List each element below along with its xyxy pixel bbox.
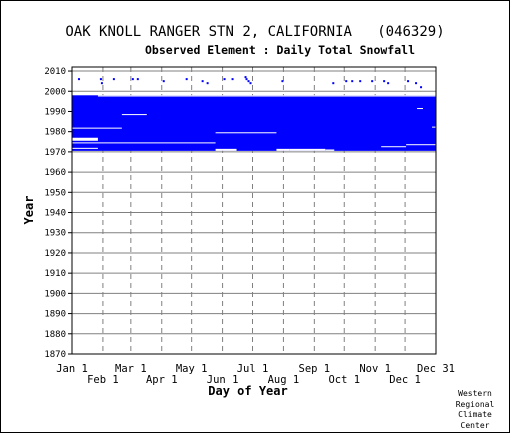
x-tick-label: Mar 1	[115, 363, 147, 375]
y-tick-label: 1920	[44, 249, 66, 259]
y-tick-label: 1890	[44, 310, 66, 320]
missing-data-gap	[417, 108, 424, 110]
missing-data-gap	[432, 126, 436, 128]
y-tick-label: 1970	[44, 148, 66, 158]
data-point	[407, 80, 410, 83]
credit-line: Climate	[458, 410, 492, 419]
missing-data-gap	[72, 127, 122, 129]
data-point	[345, 80, 348, 83]
x-tick-label: Dec 31	[417, 363, 455, 375]
plot-border	[71, 66, 437, 355]
chart-title: OAK KNOLL RANGER STN 2, CALIFORNIA (0463…	[65, 24, 445, 40]
data-point	[247, 80, 250, 83]
y-tick-label: 1870	[44, 350, 66, 360]
y-tick-label: 2010	[44, 67, 66, 77]
y-tick-label: 2000	[44, 87, 66, 97]
data-point	[359, 80, 362, 83]
missing-data-gap	[72, 137, 98, 141]
chart-subtitle: Observed Element : Daily Total Snowfall	[144, 43, 416, 57]
data-point	[244, 76, 247, 79]
x-tick-label: Jan 1	[56, 363, 88, 375]
x-tick-label: Sep 1	[299, 363, 331, 375]
x-tick-label: Apr 1	[146, 374, 178, 386]
y-tick-label: 1940	[44, 209, 66, 219]
missing-data-gap	[215, 148, 237, 151]
missing-data-gap	[97, 95, 436, 97]
data-point	[231, 78, 234, 81]
data-point	[281, 80, 284, 83]
y-tick-label: 1990	[44, 107, 66, 117]
missing-data-gap	[215, 132, 277, 134]
data-point	[77, 78, 80, 81]
x-tick-label: Aug 1	[268, 374, 300, 386]
data-point	[371, 80, 374, 83]
y-tick-label: 1950	[44, 188, 66, 198]
data-point	[100, 82, 103, 85]
credit-line: Center	[460, 420, 490, 430]
data-point	[201, 80, 204, 83]
x-tick-label: Nov 1	[359, 363, 391, 375]
x-tick-label: Jul 1	[237, 363, 269, 375]
data-point	[387, 82, 390, 85]
data-point	[415, 82, 418, 85]
missing-data-gap	[121, 114, 147, 116]
y-axis-label: Year	[22, 196, 36, 225]
y-tick-label: 1880	[44, 330, 66, 340]
missing-data-gap	[289, 148, 326, 151]
x-tick-label: Jun 1	[207, 374, 239, 386]
x-axis-label: Day of Year	[208, 384, 287, 398]
y-tick-label: 1900	[44, 289, 66, 299]
y-tick-label: 1930	[44, 229, 66, 239]
missing-data-gap	[381, 146, 407, 148]
data-point	[332, 82, 335, 85]
missing-data-gap	[325, 149, 335, 151]
y-tick-label: 1910	[44, 269, 66, 279]
missing-data-gap	[276, 148, 290, 151]
data-point	[223, 78, 226, 81]
data-point	[112, 78, 115, 81]
data-point	[99, 78, 102, 81]
data-point	[131, 78, 134, 81]
credit-label: Western Regional Climate Center	[445, 389, 505, 431]
x-tick-label: Dec 1	[389, 374, 421, 386]
credit-line: Western	[458, 389, 492, 398]
missing-data-gap	[72, 147, 98, 149]
data-point	[351, 80, 354, 83]
missing-data-gap	[72, 142, 216, 144]
observed-data-block	[72, 95, 436, 151]
data-point	[249, 82, 252, 85]
data-point	[185, 78, 188, 81]
data-point	[420, 86, 423, 89]
data-point	[206, 82, 209, 85]
credit-line: Regional	[455, 399, 495, 409]
data-point	[162, 80, 165, 83]
x-tick-label: Feb 1	[87, 374, 119, 386]
x-tick-label: May 1	[176, 363, 208, 375]
y-tick-label: 1960	[44, 168, 66, 178]
data-point	[383, 80, 386, 83]
data-point	[136, 78, 139, 81]
y-tick-label: 1980	[44, 128, 66, 138]
x-tick-label: Oct 1	[328, 374, 360, 386]
data-point	[245, 78, 248, 81]
missing-data-gap	[406, 144, 436, 146]
